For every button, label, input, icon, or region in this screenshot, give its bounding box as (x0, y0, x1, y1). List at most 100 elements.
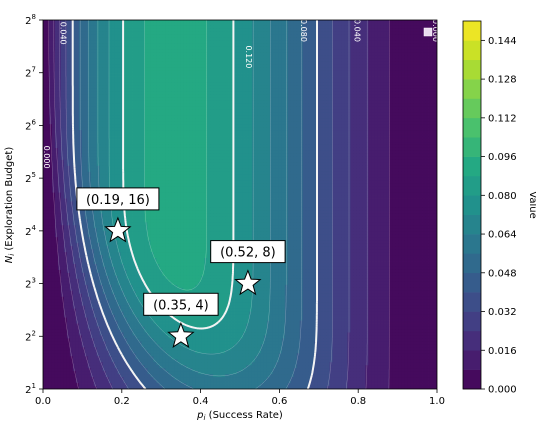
contour-cell (195, 77, 198, 80)
contour-cell (356, 74, 359, 77)
contour-cell (64, 115, 67, 118)
contour-cell (52, 77, 55, 80)
contour-cell (392, 65, 395, 68)
contour-cell (201, 85, 204, 88)
contour-cell (413, 115, 416, 118)
contour-cell (171, 115, 174, 118)
contour-cell (165, 100, 168, 103)
contour-cell (198, 53, 201, 56)
contour-cell (85, 74, 88, 77)
contour-cell (267, 77, 270, 80)
contour-cell (156, 112, 159, 115)
contour-cell (422, 103, 425, 106)
contour-cell (55, 59, 58, 62)
contour-cell (106, 26, 109, 29)
contour-cell (85, 50, 88, 53)
contour-cell (309, 97, 312, 100)
contour-cell (183, 47, 186, 50)
contour-cell (162, 100, 165, 103)
contour-cell (312, 82, 315, 85)
contour-cell (213, 127, 216, 130)
contour-cell (318, 77, 321, 80)
contour-cell (422, 85, 425, 88)
contour-cell (106, 38, 109, 41)
contour-cell (267, 29, 270, 32)
contour-cell (380, 68, 383, 71)
contour-cell (198, 121, 201, 124)
contour-cell (94, 59, 97, 62)
contour-cell (324, 62, 327, 65)
contour-cell (195, 32, 198, 35)
contour-cell (300, 103, 303, 106)
contour-cell (279, 109, 282, 112)
contour-cell (237, 106, 240, 109)
contour-cell (46, 115, 49, 118)
contour-cell (276, 85, 279, 88)
contour-cell (249, 88, 252, 91)
contour-cell (79, 47, 82, 50)
contour-cell (371, 97, 374, 100)
contour-cell (353, 88, 356, 91)
contour-cell (249, 85, 252, 88)
contour-cell (85, 100, 88, 103)
contour-cell (228, 62, 231, 65)
contour-cell (312, 109, 315, 112)
contour-cell (79, 100, 82, 103)
contour-cell (380, 97, 383, 100)
contour-cell (425, 103, 428, 106)
contour-cell (368, 109, 371, 112)
contour-cell (198, 41, 201, 44)
contour-cell (374, 80, 377, 83)
contour-cell (395, 59, 398, 62)
contour-cell (374, 32, 377, 35)
contour-cell (312, 121, 315, 124)
contour-cell (159, 62, 162, 65)
contour-cell (165, 127, 168, 130)
contour-cell (318, 115, 321, 118)
contour-cell (341, 124, 344, 127)
contour-cell (339, 50, 342, 53)
contour-cell (410, 59, 413, 62)
contour-cell (144, 41, 147, 44)
contour-cell (422, 44, 425, 47)
contour-cell (150, 103, 153, 106)
contour-cell (401, 35, 404, 38)
contour-cell (398, 109, 401, 112)
contour-cell (407, 124, 410, 127)
contour-cell (183, 80, 186, 83)
contour-cell (177, 121, 180, 124)
contour-cell (279, 100, 282, 103)
contour-cell (192, 91, 195, 94)
contour-cell (174, 118, 177, 121)
contour-cell (82, 41, 85, 44)
contour-cell (291, 94, 294, 97)
contour-cell (419, 85, 422, 88)
contour-cell (55, 109, 58, 112)
contour-cell (210, 121, 213, 124)
contour-cell (294, 35, 297, 38)
contour-cell (127, 23, 130, 26)
contour-cell (64, 65, 67, 68)
contour-cell (168, 71, 171, 74)
contour-cell (431, 56, 434, 59)
contour-cell (213, 121, 216, 124)
contour-cell (350, 50, 353, 53)
contour-cell (258, 35, 261, 38)
contour-cell (225, 47, 228, 50)
contour-cell (258, 88, 261, 91)
contour-cell (389, 100, 392, 103)
contour-cell (225, 80, 228, 83)
contour-cell (410, 23, 413, 26)
contour-cell (85, 23, 88, 26)
contour-cell (204, 65, 207, 68)
contour-cell (309, 127, 312, 130)
contour-cell (180, 100, 183, 103)
contour-cell (368, 41, 371, 44)
contour-cell (85, 56, 88, 59)
contour-cell (201, 118, 204, 121)
contour-cell (55, 71, 58, 74)
contour-cell (392, 74, 395, 77)
contour-cell (297, 118, 300, 121)
contour-cell (327, 41, 330, 44)
contour-cell (106, 32, 109, 35)
